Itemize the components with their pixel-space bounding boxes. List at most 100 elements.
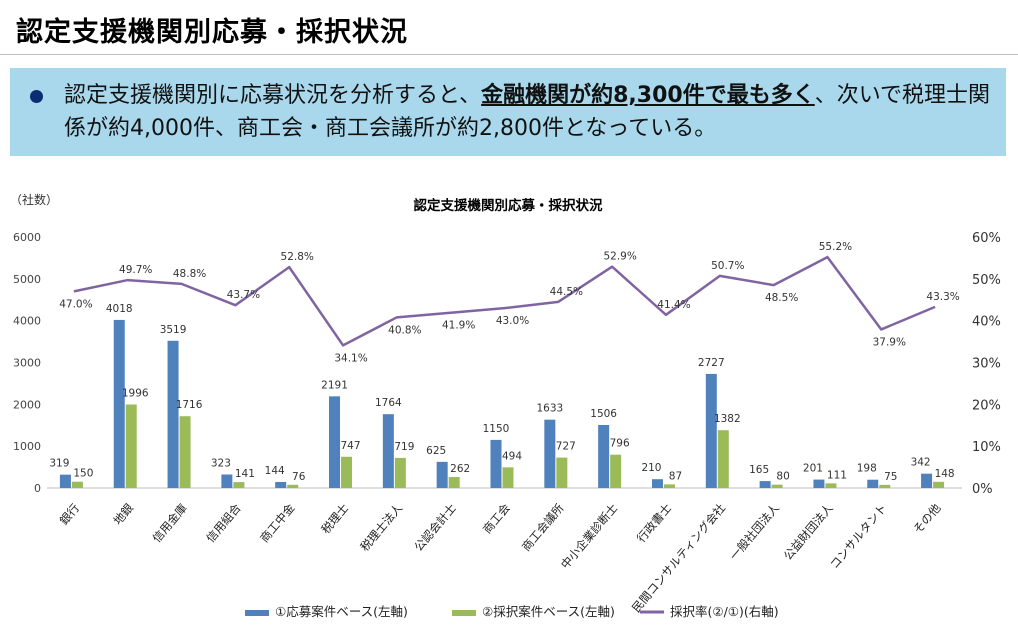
- category-label: その他: [910, 501, 943, 537]
- category-label: 信用組合: [203, 501, 244, 546]
- chart-title: 認定支援機関別応募・採択状況: [414, 197, 603, 214]
- bar-adopted: [663, 484, 675, 488]
- left-axis-unit: （社数）: [10, 192, 58, 207]
- bar-value-label-adopted: 1716: [176, 399, 203, 411]
- category-label: 一般社団法人: [727, 501, 782, 563]
- title-divider: [0, 54, 1018, 55]
- category-label: 民間コンサルティング会社: [629, 501, 728, 616]
- summary-part1: 認定支援機関別に応募状況を分析すると、: [64, 83, 482, 108]
- bar-applied: [921, 473, 933, 488]
- bar-value-label-applied: 342: [911, 457, 931, 469]
- left-tick-label: 4000: [13, 315, 41, 328]
- bar-value-label-applied: 198: [857, 463, 877, 475]
- left-tick-label: 5000: [13, 273, 41, 286]
- rate-label: 44.5%: [550, 286, 583, 298]
- bar-value-label-adopted: 75: [884, 471, 897, 483]
- page-title: 認定支援機関別応募・採択状況: [16, 17, 408, 48]
- bar-applied: [275, 481, 287, 488]
- bar-applied: [329, 396, 341, 488]
- bar-adopted: [771, 484, 783, 488]
- category-label: 行政書士: [634, 501, 674, 545]
- bar-value-label-adopted: 111: [827, 469, 847, 481]
- plot-layer: 0 1000 2000 3000 4000 5000 6000 0% 10% 20% 30% 40% 5…: [13, 231, 1001, 619]
- bar-value-label-applied: 2191: [321, 379, 348, 391]
- bar-adopted: [179, 416, 191, 488]
- rate-label: 48.8%: [173, 268, 206, 280]
- bar-value-label-applied: 2727: [698, 357, 725, 369]
- bar-value-label-adopted: 141: [235, 468, 255, 480]
- bar-value-label-applied: 201: [803, 463, 823, 475]
- bar-adopted: [233, 482, 245, 488]
- legend-label: ①応募案件ベース(左軸): [275, 604, 408, 619]
- rate-label: 43.3%: [926, 291, 959, 303]
- rate-label: 50.7%: [711, 260, 744, 272]
- left-tick-label: 6000: [13, 231, 41, 244]
- rate-label: 34.1%: [334, 352, 367, 364]
- bar-applied: [598, 424, 610, 488]
- bar-adopted: [448, 477, 460, 488]
- left-tick-label: 3000: [13, 357, 41, 370]
- category-label: 商工会議所: [519, 501, 567, 554]
- bar-value-label-adopted: 76: [292, 471, 306, 483]
- bar-value-label-adopted: 727: [556, 441, 576, 453]
- bar-adopted: [394, 457, 406, 488]
- category-label: 公認会計士: [411, 501, 459, 554]
- bar-adopted: [556, 457, 568, 488]
- summary-part2: 、次いで税理士関係が約4,000件、商工会・商工会議所が約2,800件となってい…: [64, 83, 991, 141]
- rate-label: 37.9%: [873, 336, 906, 348]
- bar-value-label-applied: 144: [265, 465, 285, 477]
- rate-label: 52.9%: [603, 251, 636, 263]
- legend-label: ②採択案件ベース(左軸): [482, 604, 615, 619]
- category-label: 中小企業診断士: [558, 501, 620, 572]
- right-tick-label: 0%: [972, 482, 993, 497]
- bar-adopted: [71, 481, 83, 488]
- summary-emphasis: 金融機関が約8,300件で最も多く: [481, 83, 815, 108]
- category-label: 税理士法人: [357, 501, 405, 554]
- rate-label: 55.2%: [819, 241, 852, 253]
- bar-value-label-applied: 165: [749, 464, 769, 476]
- legend-label: 採択率(②/①)(右軸): [670, 604, 779, 619]
- bar-applied: [167, 340, 179, 488]
- category-label: 信用金庫: [150, 501, 190, 545]
- rate-label: 41.9%: [442, 320, 475, 332]
- bar-value-label-adopted: 1996: [122, 388, 149, 400]
- bar-applied: [544, 419, 556, 488]
- summary-box: [10, 68, 1006, 156]
- bar-value-label-adopted: 262: [450, 463, 470, 475]
- right-tick-label: 60%: [972, 231, 1001, 246]
- rate-label: 49.7%: [119, 264, 152, 276]
- bar-value-label-applied: 4018: [106, 303, 133, 315]
- bar-applied: [59, 474, 71, 488]
- bar-value-label-applied: 323: [211, 457, 231, 469]
- bar-value-label-adopted: 150: [73, 468, 93, 480]
- bar-adopted: [879, 484, 891, 488]
- bar-value-label-applied: 1764: [375, 397, 402, 409]
- rate-label: 41.4%: [657, 299, 690, 311]
- bar-value-label-adopted: 80: [776, 471, 789, 483]
- bar-adopted: [287, 484, 299, 488]
- rate-label: 43.7%: [227, 289, 260, 301]
- bar-adopted: [825, 483, 837, 488]
- bar-applied: [705, 373, 717, 488]
- bar-value-label-applied: 3519: [160, 324, 187, 336]
- legend-swatch: [245, 610, 269, 616]
- bar-adopted: [502, 467, 514, 488]
- bar-value-label-applied: 1506: [590, 408, 617, 420]
- bar-value-label-applied: 1150: [483, 423, 510, 435]
- category-label: 公益財団法人: [781, 501, 836, 563]
- rate-label: 40.8%: [388, 324, 421, 336]
- left-tick-label: 2000: [13, 398, 41, 411]
- category-label: 税理士: [318, 501, 351, 536]
- bar-value-label-adopted: 148: [935, 468, 955, 480]
- bullet-icon: [30, 90, 43, 103]
- right-tick-label: 30%: [972, 357, 1001, 372]
- left-tick-label: 0: [34, 482, 41, 495]
- bar-applied: [867, 479, 879, 488]
- category-label: 銀行: [57, 501, 83, 528]
- bar-adopted: [933, 481, 945, 488]
- right-tick-label: 10%: [972, 440, 1001, 455]
- bar-applied: [113, 319, 125, 488]
- bar-applied: [813, 479, 825, 488]
- bar-value-label-applied: 1633: [536, 403, 563, 415]
- right-tick-label: 20%: [972, 398, 1001, 413]
